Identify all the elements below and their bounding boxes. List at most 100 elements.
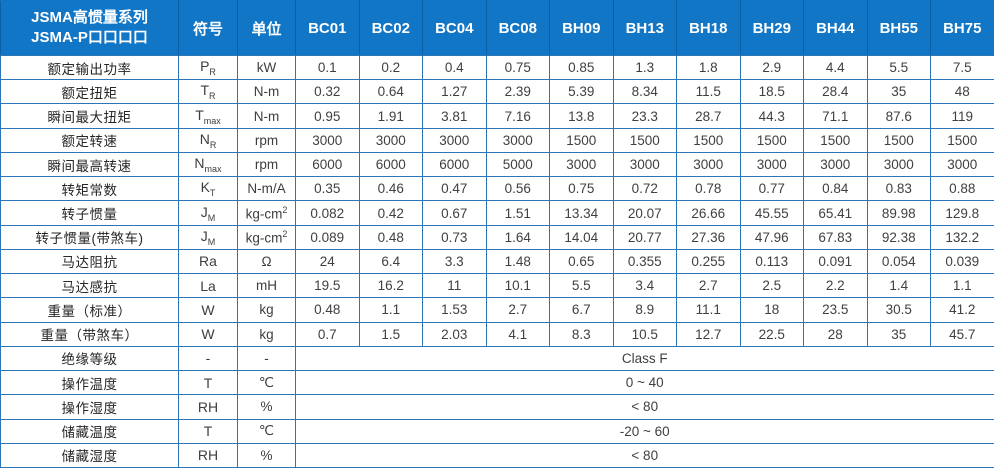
spec-symbol: JM	[178, 224, 238, 250]
spec-value: 26.66	[676, 200, 741, 226]
spec-value: 6000	[358, 151, 423, 178]
spec-value: 1500	[739, 127, 804, 153]
spec-value: 3000	[676, 151, 741, 178]
spec-value: 1.3	[612, 54, 677, 81]
spec-value: 0.88	[930, 176, 994, 202]
spec-label: 马达阻抗	[0, 248, 179, 275]
spec-value: 10.5	[612, 321, 677, 347]
spec-symbol: W	[178, 297, 238, 323]
spec-value: 27.36	[676, 224, 741, 250]
spec-span-value: < 80	[295, 394, 994, 420]
spec-value: 0.355	[612, 248, 677, 275]
spec-symbol: Ra	[178, 248, 238, 275]
spec-value: 2.39	[485, 79, 550, 105]
spec-value: 3000	[803, 151, 868, 178]
spec-value: 0.85	[549, 54, 614, 81]
spec-span-value: Class F	[295, 345, 994, 372]
spec-symbol: Nmax	[178, 151, 238, 178]
spec-row: 马达感抗 La mH 19.5 16.2 11 10.1 5.5 3.4 2.7 2.5 2.2 1.4…	[0, 273, 994, 299]
spec-value: 1500	[866, 127, 931, 153]
spec-symbol: KT	[178, 176, 238, 202]
spec-value: 0.091	[803, 248, 868, 275]
spec-label: 瞬间最高转速	[0, 151, 179, 178]
spec-label: 重量（标准）	[0, 297, 179, 323]
spec-value: 1500	[676, 127, 741, 153]
spec-symbol: JM	[178, 200, 238, 226]
spec-value: 11.1	[676, 297, 741, 323]
spec-unit: N-m/A	[237, 176, 296, 202]
spec-value: 0.4	[422, 54, 487, 81]
spec-unit: N-m	[237, 79, 296, 105]
spec-value: 2.7	[676, 273, 741, 299]
spec-row: 储藏温度 T ℃ -20 ~ 60	[0, 418, 994, 444]
spec-symbol: T	[178, 370, 238, 396]
spec-value: 10.1	[485, 273, 550, 299]
spec-row: 储藏湿度 RH% < 80	[0, 442, 994, 468]
spec-value: 28	[803, 321, 868, 347]
spec-value: 20.07	[612, 200, 677, 226]
spec-value: 2.2	[803, 273, 868, 299]
spec-value: 3000	[295, 127, 360, 153]
spec-value: 0.089	[295, 224, 360, 250]
spec-value: 11.5	[676, 79, 741, 105]
spec-value: 0.255	[676, 248, 741, 275]
spec-value: 0.054	[866, 248, 931, 275]
spec-unit: N-m	[237, 103, 296, 129]
spec-unit: ℃	[237, 418, 296, 444]
spec-value: 0.73	[422, 224, 487, 250]
spec-value: 1.53	[422, 297, 487, 323]
spec-value: 3.3	[422, 248, 487, 275]
spec-symbol-subscript: max	[204, 163, 222, 174]
spec-table-body: 额定输出功率 PR kW 0.1 0.2 0.4 0.75 0.85 1.3 1.8 2.9 4.4 5…	[0, 54, 994, 468]
spec-value: 1500	[803, 127, 868, 153]
spec-value: 3.4	[612, 273, 677, 299]
spec-value: 35	[866, 79, 931, 105]
spec-value: 23.3	[612, 103, 677, 129]
spec-value: 0.32	[295, 79, 360, 105]
spec-value: 1.91	[358, 103, 423, 129]
spec-value: 28.7	[676, 103, 741, 129]
model-column-header: BC04	[422, 0, 487, 56]
spec-symbol: NR	[178, 127, 238, 153]
spec-symbol-subscript: T	[209, 188, 216, 199]
spec-value: 0.65	[549, 248, 614, 275]
spec-value: 13.34	[549, 200, 614, 226]
spec-value: 0.67	[422, 200, 487, 226]
spec-value: 4.1	[485, 321, 550, 347]
symbol-column-header: 符号	[178, 0, 238, 56]
spec-value: 44.3	[739, 103, 804, 129]
series-title-line2: JSMA-P口口口口	[31, 29, 148, 46]
spec-value: 1500	[612, 127, 677, 153]
spec-value: 1500	[930, 127, 994, 153]
spec-value: 28.4	[803, 79, 868, 105]
spec-label: 重量（带煞车）	[0, 321, 179, 347]
spec-value: 20.77	[612, 224, 677, 250]
spec-value: 0.2	[358, 54, 423, 81]
spec-row: 转子惯量 JM kg-cm2 0.082 0.42 0.67 1.51 13.34 20.07 2…	[0, 200, 994, 226]
spec-value: 3.81	[422, 103, 487, 129]
spec-value: 119	[930, 103, 994, 129]
spec-row: 转子惯量(带煞车) JM kg-cm2 0.089 0.48 0.73 1.64 14.04 2…	[0, 224, 994, 250]
spec-value: 3000	[930, 151, 994, 178]
spec-value: 13.8	[549, 103, 614, 129]
spec-value: 8.9	[612, 297, 677, 323]
spec-value: 45.7	[930, 321, 994, 347]
spec-row: 绝缘等级 - - Class F	[0, 345, 994, 372]
spec-value: 12.7	[676, 321, 741, 347]
spec-table-header: JSMA高惯量系列 JSMA-P口口口口 符号 单位 BC01 BC02 BC04 B…	[0, 0, 994, 56]
spec-label: 转子惯量(带煞车)	[0, 224, 179, 250]
spec-row: 操作温度 T ℃ 0 ~ 40	[0, 370, 994, 396]
model-column-header: BH13	[612, 0, 677, 56]
spec-value: 0.84	[803, 176, 868, 202]
spec-value: 22.5	[739, 321, 804, 347]
spec-row: 额定转速 NR rpm 3000 3000 3000 3000 1500 1500 1500 150…	[0, 127, 994, 153]
spec-value: 3000	[358, 127, 423, 153]
model-column-header: BH44	[803, 0, 868, 56]
spec-value: 1.64	[485, 224, 550, 250]
spec-label: 额定扭矩	[0, 79, 179, 105]
spec-span-value: 0 ~ 40	[295, 370, 994, 396]
spec-unit: %	[237, 442, 296, 468]
model-column-header: BC02	[358, 0, 423, 56]
spec-value: 0.039	[930, 248, 994, 275]
